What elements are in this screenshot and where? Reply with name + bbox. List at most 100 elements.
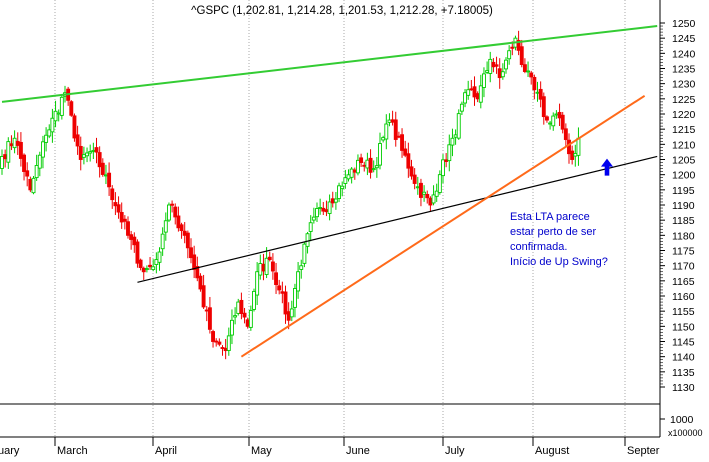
price-tick-label: 1130 bbox=[672, 382, 695, 394]
month-label: March bbox=[57, 445, 88, 457]
candle-body bbox=[12, 137, 17, 149]
price-tick-label: 1175 bbox=[672, 246, 695, 258]
candle-body bbox=[478, 85, 483, 103]
candle-body bbox=[0, 156, 4, 169]
candle-body bbox=[504, 59, 508, 70]
candle-body bbox=[500, 71, 505, 78]
candle-body bbox=[494, 64, 499, 67]
price-tick-label: 1185 bbox=[672, 215, 695, 227]
candle-body bbox=[337, 185, 341, 199]
month-label: Septer bbox=[627, 445, 660, 457]
candle-body bbox=[91, 149, 96, 152]
candle-body bbox=[532, 76, 537, 91]
candle-body bbox=[403, 148, 408, 156]
candle-body bbox=[113, 202, 118, 207]
price-tick-label: 1145 bbox=[672, 337, 695, 349]
candle-body bbox=[110, 188, 115, 201]
candle-body bbox=[264, 257, 269, 275]
candle-body bbox=[296, 271, 301, 292]
price-tick-label: 1180 bbox=[672, 230, 695, 242]
candle-body bbox=[245, 319, 250, 327]
candle-body bbox=[482, 73, 486, 88]
date-axis: uary March April May June July August Septer bbox=[0, 437, 660, 457]
candle-body bbox=[340, 185, 345, 190]
candle-body bbox=[570, 150, 575, 160]
candle-body bbox=[311, 216, 316, 221]
candle-body bbox=[236, 301, 241, 314]
candle-body bbox=[567, 139, 571, 155]
candle-body bbox=[289, 308, 294, 318]
candle-body bbox=[94, 147, 99, 153]
candle-body bbox=[422, 191, 427, 195]
price-tick-label: 1190 bbox=[672, 200, 695, 212]
candle-body bbox=[148, 264, 153, 268]
resistance-trendline bbox=[1, 25, 658, 103]
candle-body bbox=[28, 178, 33, 191]
candle-body bbox=[233, 315, 238, 318]
candle-body bbox=[393, 119, 398, 140]
candle-body bbox=[176, 215, 181, 229]
candle-body bbox=[274, 272, 278, 286]
candle-body bbox=[381, 137, 386, 141]
price-tick-label: 1135 bbox=[672, 367, 695, 379]
candle-body bbox=[25, 170, 30, 177]
candle-body bbox=[226, 335, 231, 351]
candle-body bbox=[78, 145, 83, 160]
candle-body bbox=[412, 174, 417, 184]
volume-unit-label: x100000 bbox=[668, 428, 703, 438]
candle-body bbox=[450, 137, 455, 146]
candle-body bbox=[459, 103, 464, 112]
candle-body bbox=[173, 206, 178, 218]
candle-body bbox=[519, 46, 524, 65]
candle-body bbox=[444, 159, 449, 162]
candle-body bbox=[270, 261, 275, 272]
candle-body bbox=[472, 86, 477, 98]
candle-body bbox=[41, 141, 45, 158]
candle-body bbox=[516, 40, 521, 51]
price-tick-label: 1165 bbox=[672, 276, 695, 288]
candle-body bbox=[522, 64, 527, 72]
candle-body bbox=[315, 208, 319, 218]
annotation-line: Esta LTA parece bbox=[510, 211, 590, 223]
candle-body bbox=[88, 151, 93, 154]
candle-body bbox=[56, 112, 61, 115]
candle-body bbox=[239, 299, 244, 315]
annotation-line: confirmada. bbox=[510, 241, 567, 253]
candle-body bbox=[541, 96, 546, 118]
candle-body bbox=[22, 154, 26, 172]
candle-body bbox=[9, 143, 14, 147]
candlesticks bbox=[0, 30, 581, 360]
price-tick-label: 1245 bbox=[672, 33, 696, 45]
candle-body bbox=[441, 159, 445, 177]
price-tick-label: 1155 bbox=[672, 306, 695, 318]
month-label: August bbox=[535, 445, 569, 457]
candle-body bbox=[362, 164, 367, 167]
candle-body bbox=[384, 123, 389, 140]
candle-body bbox=[475, 93, 480, 100]
candle-body bbox=[229, 319, 234, 336]
candle-body bbox=[529, 72, 534, 78]
candle-body bbox=[31, 177, 36, 194]
annotation-text: Esta LTA parece estar perto de ser confi… bbox=[510, 211, 608, 268]
candle-body bbox=[485, 70, 490, 73]
candle-body bbox=[129, 234, 134, 240]
candle-body bbox=[318, 207, 323, 209]
candle-body bbox=[107, 172, 112, 188]
candle-body bbox=[387, 119, 392, 123]
candle-body bbox=[428, 197, 433, 206]
candle-body bbox=[371, 168, 376, 171]
price-tick-label: 1235 bbox=[672, 64, 696, 76]
price-tick-label: 1160 bbox=[672, 291, 695, 303]
candle-body bbox=[330, 198, 335, 204]
candle-body bbox=[510, 46, 515, 49]
candle-body bbox=[563, 128, 568, 140]
candle-body bbox=[286, 311, 291, 321]
price-tick-label: 1170 bbox=[672, 261, 695, 273]
candle-body bbox=[154, 259, 159, 266]
candle-body bbox=[34, 165, 39, 179]
price-tick-label: 1140 bbox=[672, 352, 695, 364]
candle-body bbox=[390, 119, 395, 123]
candle-body bbox=[554, 113, 559, 116]
candle-body bbox=[85, 152, 90, 157]
